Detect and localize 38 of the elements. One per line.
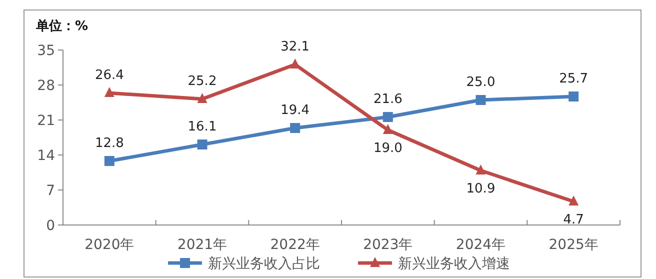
point	[476, 164, 486, 174]
x-tick-label: 2021年	[177, 237, 228, 253]
data-label: 25.0	[466, 75, 496, 90]
data-label: 26.4	[94, 68, 124, 83]
point	[197, 140, 208, 150]
y-tick-label: 21	[37, 112, 55, 129]
point	[197, 93, 208, 103]
point	[476, 95, 486, 105]
x-tick-label: 2025年	[548, 237, 598, 253]
data-label: 12.8	[94, 136, 124, 151]
data-label: 32.1	[280, 40, 310, 54]
point	[382, 112, 393, 122]
point	[104, 87, 114, 97]
data-label: 16.1	[188, 120, 217, 134]
x-tick-label: 2020年	[84, 237, 134, 253]
data-label: 25.7	[559, 72, 588, 86]
data-label: 10.9	[466, 182, 496, 196]
legend-label: 新兴业务收入占比	[208, 256, 320, 272]
x-tick-label: 2024年	[456, 237, 506, 253]
point	[382, 124, 393, 134]
data-label: 4.7	[563, 212, 584, 228]
data-label: 19.4	[280, 103, 310, 118]
y-tick-label: 28	[37, 78, 55, 94]
x-tick-label: 2022年	[270, 237, 320, 253]
y-tick-label: 35	[37, 42, 55, 59]
point	[568, 92, 579, 102]
y-tick-label: 7	[46, 182, 55, 199]
y-tick-label: 14	[37, 148, 56, 164]
point	[290, 123, 300, 133]
y-axis-title: 单位：%	[35, 18, 88, 34]
x-tick-label: 2023年	[363, 237, 413, 253]
point	[104, 156, 114, 166]
y-tick-label: 0	[46, 218, 55, 234]
data-label: 21.6	[373, 92, 402, 107]
point	[568, 196, 579, 206]
data-label: 19.0	[373, 141, 402, 156]
data-label: 25.2	[188, 74, 217, 89]
legend-label: 新兴业务收入增速	[398, 256, 510, 272]
